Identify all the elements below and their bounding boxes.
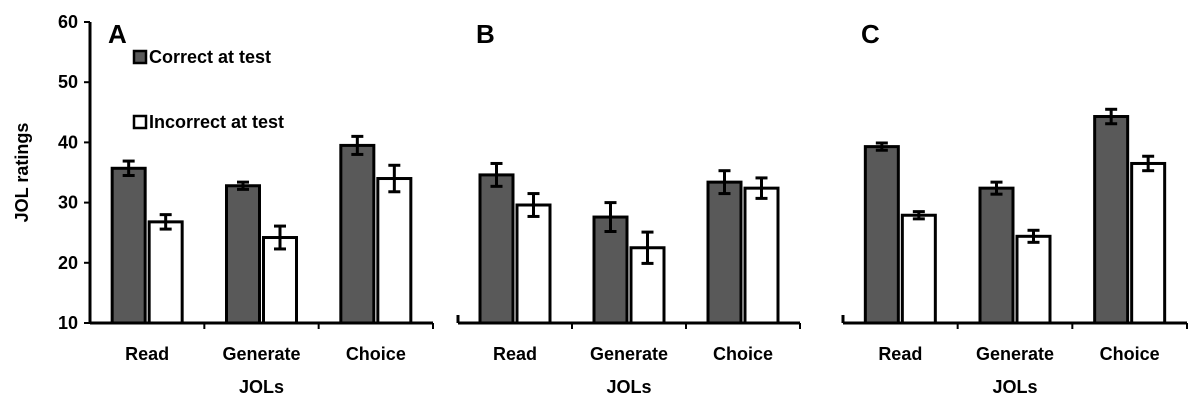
y-tick-label: 20 [58,253,78,273]
y-tick-label: 60 [58,12,78,32]
bar-correct-read [478,173,515,325]
y-tick-label: 10 [58,313,78,333]
category-label: Generate [976,344,1054,364]
legend: Correct at test Incorrect at test [132,47,284,132]
bar-correct-choice [706,180,743,325]
panel-title: C [861,19,880,49]
category-label: Read [125,344,169,364]
bar-incorrect-generate [262,236,298,325]
bar-incorrect-read [515,203,552,325]
panel-b: Read Generate Choice JOLs B [456,19,801,397]
category-label: Choice [346,344,406,364]
bar-incorrect-generate [1015,234,1052,325]
legend-swatch-correct [132,49,148,65]
panel-c: Read Generate Choice JOLs C [841,19,1188,397]
y-axis-label: JOL ratings [12,123,32,223]
bar-correct-choice [1093,115,1130,325]
legend-label-correct: Correct at test [149,47,271,67]
category-label: Generate [590,344,668,364]
category-label: Read [878,344,922,364]
x-axis-label: JOLs [606,377,651,397]
bar-incorrect-choice [743,186,780,325]
chart-panels: 10 20 30 40 50 60 Read Generate Choice JOLs A JOL r… [12,12,1188,397]
legend-swatch-incorrect [132,114,148,130]
bar-incorrect-choice [1130,161,1167,325]
x-axis-label: JOLs [239,377,284,397]
legend-label-incorrect: Incorrect at test [149,112,284,132]
y-tick-label: 30 [58,193,78,213]
y-tick-label: 50 [58,72,78,92]
bar-correct-generate [225,184,261,325]
category-label: Choice [713,344,773,364]
category-label: Generate [222,344,300,364]
panel-title: B [476,19,495,49]
bar-correct-generate [978,186,1015,325]
panel-title: A [108,19,127,49]
panel-a: 10 20 30 40 50 60 Read Generate Choice JOLs A JOL r… [12,12,434,397]
bar-correct-choice [339,143,376,325]
bar-correct-generate [592,215,629,325]
bar-incorrect-read [147,220,184,325]
bar-correct-read [863,145,900,325]
bar-incorrect-choice [376,177,413,325]
x-axis-label: JOLs [992,377,1037,397]
bar-correct-read [110,166,147,325]
category-label: Read [493,344,537,364]
bar-incorrect-read [900,213,937,325]
category-label: Choice [1100,344,1160,364]
y-tick-label: 40 [58,132,78,152]
